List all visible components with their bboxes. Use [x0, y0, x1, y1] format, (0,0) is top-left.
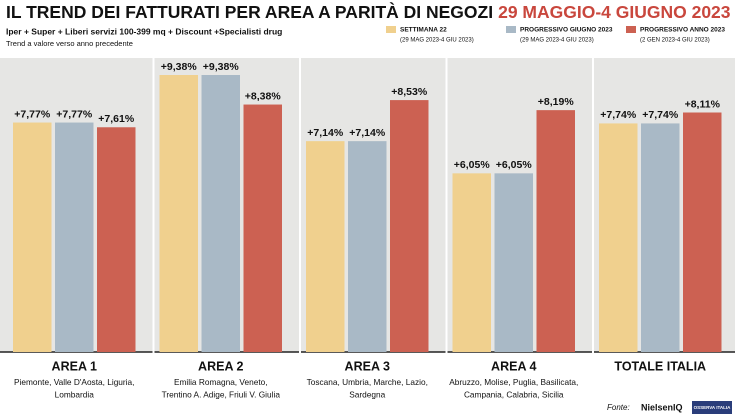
source: NielsenIQ	[641, 402, 683, 412]
bar	[243, 104, 282, 352]
legend-label: SETTIMANA 22	[400, 27, 447, 34]
bar	[536, 110, 575, 353]
value-label: +7,77%	[14, 108, 51, 120]
value-label: +8,19%	[538, 96, 575, 108]
legend-period: (29 MAG 2023-4 GIU 2023)	[520, 38, 594, 44]
category-description: Trentino A. Adige, Friuli V. Giulia	[162, 390, 281, 400]
chart-title: IL TREND DEI FATTURATI PER AREA A PARITÀ…	[6, 1, 731, 22]
bar	[641, 123, 680, 353]
value-label: +7,14%	[349, 127, 386, 139]
value-label: +7,74%	[642, 109, 679, 121]
legend-period: (29 MAG 2023-4 GIU 2023)	[400, 38, 474, 44]
value-label: +7,14%	[307, 127, 344, 139]
logo-box	[692, 401, 732, 414]
category-label: TOTALE ITALIA	[614, 359, 706, 373]
bar	[494, 173, 533, 352]
value-label: +7,77%	[56, 108, 93, 120]
value-label: +6,05%	[496, 159, 533, 171]
category-label: AREA 1	[52, 359, 97, 373]
legend-label: PROGRESSIVO GIUGNO 2023	[520, 27, 613, 34]
value-label: +8,38%	[245, 90, 282, 102]
value-label: +6,05%	[454, 159, 491, 171]
bar	[683, 112, 722, 352]
logo: OSSERVA ITALIA	[694, 405, 732, 410]
category-description: Toscana, Umbria, Marche, Lazio,	[307, 377, 428, 387]
value-label: +7,61%	[98, 113, 135, 125]
category-description: Abruzzo, Molise, Puglia, Basilicata,	[449, 377, 578, 387]
legend-swatch	[506, 26, 516, 33]
note: Trend a valore verso anno precedente	[6, 39, 133, 48]
title-main: IL TREND DEI FATTURATI PER AREA A PARITÀ…	[6, 1, 493, 22]
category-label: AREA 2	[198, 359, 243, 373]
bar	[348, 141, 387, 352]
title-dates: 29 MAGGIO-4 GIUGNO 2023	[498, 2, 731, 22]
source-label: Fonte:	[607, 403, 630, 412]
category-label: AREA 4	[491, 359, 536, 373]
legend-swatch	[626, 26, 636, 33]
bar	[13, 122, 52, 353]
legend-swatch	[386, 26, 396, 33]
subtitle: Iper + Super + Liberi servizi 100-399 mq…	[6, 26, 282, 36]
category-label: AREA 3	[345, 359, 390, 373]
value-label: +8,53%	[391, 86, 428, 98]
bar	[97, 127, 136, 353]
category-description: Emilia Romagna, Veneto,	[174, 377, 268, 387]
bar	[201, 75, 240, 352]
bar	[390, 100, 429, 352]
bar	[159, 75, 198, 352]
bar	[55, 122, 94, 353]
category-description: Sardegna	[349, 390, 385, 400]
value-label: +9,38%	[161, 61, 198, 73]
bar	[452, 173, 491, 352]
bar	[306, 141, 345, 352]
value-label: +8,11%	[685, 98, 721, 110]
category-description: Lombardia	[55, 390, 95, 400]
legend-period: (2 GEN 2023-4 GIU 2023)	[640, 38, 710, 44]
legend-label: PROGRESSIVO ANNO 2023	[640, 27, 725, 34]
value-label: +9,38%	[203, 61, 240, 73]
value-label: +7,74%	[600, 109, 637, 121]
bar	[599, 123, 638, 353]
category-description: Piemonte, Valle D'Aosta, Liguria,	[14, 377, 134, 387]
category-description: Campania, Calabria, Sicilia	[464, 390, 564, 400]
